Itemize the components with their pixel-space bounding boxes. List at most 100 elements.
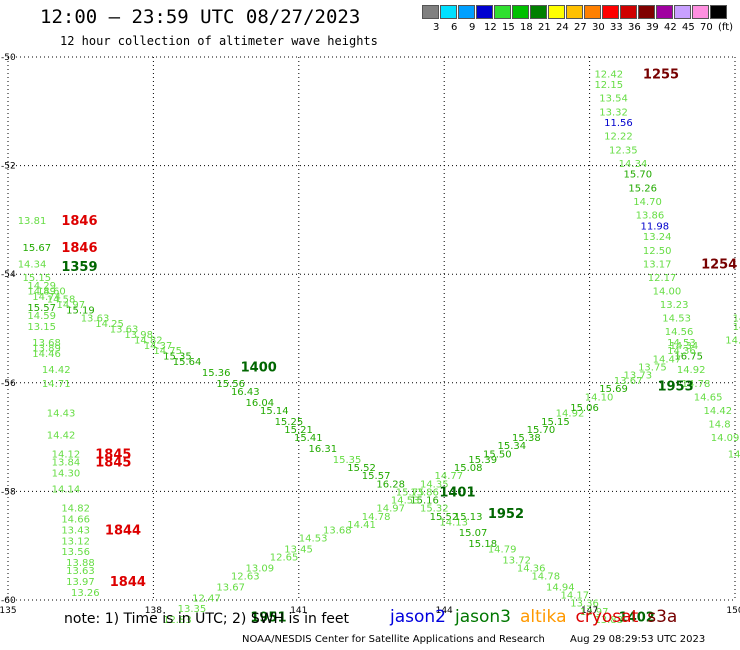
- legend-label: 6: [451, 22, 458, 33]
- wave-height-value: 14.65: [694, 392, 723, 403]
- wave-height-value: 13.35: [178, 604, 207, 615]
- wave-height-value: 13.97: [66, 577, 95, 588]
- lat-tick-label: -52: [1, 162, 16, 172]
- wave-height-value: 14.14: [52, 485, 81, 496]
- wave-height-value: 14.74: [32, 292, 61, 303]
- legend-label: 33: [610, 22, 623, 33]
- wave-height-value: 14.53: [667, 338, 696, 349]
- legend-swatch: [692, 5, 709, 19]
- lon-tick-label: 144: [436, 606, 453, 616]
- wave-height-value: 15.39: [468, 455, 497, 466]
- page-title: 12:00 – 23:59 UTC 08/27/2023: [40, 6, 361, 28]
- map-grid: [7, 56, 736, 601]
- wave-height-value: 15.14: [260, 406, 289, 417]
- legend-label: 24: [556, 22, 569, 33]
- legend-swatch: [584, 5, 601, 19]
- wave-height-value: 14.97: [376, 504, 405, 515]
- pass-time-label: 1845: [95, 447, 131, 462]
- wave-height-value: 14.53: [662, 314, 691, 325]
- legend-swatch: [494, 5, 511, 19]
- lat-tick-label: -60: [1, 596, 16, 606]
- wave-height-value: 12.83: [163, 615, 192, 626]
- wave-height-value: 14.58: [47, 295, 76, 306]
- pass-time-label: 1844: [110, 575, 146, 590]
- wave-height-value: 14.34: [670, 341, 699, 352]
- wave-height-value: 14.37: [144, 341, 173, 352]
- wave-height-value: 12.97: [580, 607, 609, 618]
- wave-height-value: 15.35: [333, 455, 362, 466]
- wave-height-value: 15.35: [163, 352, 192, 363]
- legend-label: 21: [538, 22, 551, 33]
- wave-height-value: 14.77: [435, 471, 464, 482]
- footer: NOAA/NESDIS Center for Satellite Applica…: [242, 634, 727, 645]
- wave-height-value: 14.92: [556, 409, 585, 420]
- wave-height-value: 15.70: [624, 170, 653, 181]
- wave-height-value: 15.07: [459, 528, 488, 539]
- wave-height-value: 14.60: [37, 286, 66, 297]
- wave-height-value: 14.35: [420, 479, 449, 490]
- legend-label: 45: [682, 22, 695, 33]
- wave-height-value: 14.78: [682, 379, 711, 390]
- wave-height-value: 12.47: [192, 593, 221, 604]
- lat-tick-label: -54: [1, 270, 16, 280]
- pass-time-label: 1953: [657, 380, 693, 395]
- wave-height-value: 14.30: [52, 468, 81, 479]
- wave-height-value: 12.50: [643, 246, 672, 257]
- wave-height-value: 14.12: [52, 449, 81, 460]
- wave-height-value: 13.24: [643, 232, 672, 243]
- legend-swatch: [566, 5, 583, 19]
- wave-height-value: 15.41: [294, 433, 323, 444]
- wave-height-value: 15.70: [527, 425, 556, 436]
- wave-height-value: 13.56: [61, 547, 90, 558]
- wave-height-value: 15.69: [599, 384, 628, 395]
- wave-height-value: 13.84: [52, 458, 81, 469]
- wave-height-value: 13.45: [284, 544, 313, 555]
- wave-height-value: 13.88: [66, 558, 95, 569]
- wave-height-value: 14.34: [18, 259, 47, 270]
- pass-time-label: 1255: [643, 67, 679, 82]
- satellite-jason3: jason3: [455, 607, 511, 627]
- satellite-jason2: jason2: [390, 607, 446, 627]
- wave-height-value: 14.89: [27, 286, 56, 297]
- legend-swatch: [674, 5, 691, 19]
- wave-height-value: 13.67: [216, 582, 245, 593]
- wave-height-value: 15.64: [173, 357, 202, 368]
- wave-height-value: 15.15: [23, 273, 52, 284]
- legend-swatch: [440, 5, 457, 19]
- color-legend: 3 6 9 12 15 18 21 24 27 30 33 36 39 42 45 70 (ft): [422, 5, 733, 35]
- wave-height-value: 13.68: [323, 525, 352, 536]
- wave-height-value: 15.16: [410, 496, 439, 507]
- wave-height-value: 11.98: [640, 221, 669, 232]
- wave-height-value: 14.82: [61, 504, 90, 515]
- wave-height-value: 13.86: [410, 487, 439, 498]
- wave-height-value: 14.13: [439, 517, 468, 528]
- wave-height-value: 13.98: [124, 330, 153, 341]
- wave-height-value: 13.81: [18, 216, 47, 227]
- pass-time-label: 1846: [61, 214, 97, 229]
- wave-height-value: 16.04: [245, 398, 274, 409]
- wave-height-value: 14.82: [134, 335, 163, 346]
- wave-height-value: 13.43: [61, 525, 90, 536]
- wave-height-value: 15.26: [628, 183, 657, 194]
- pass-time-label: 1254: [701, 257, 737, 272]
- wave-height-value: 16.31: [308, 444, 337, 455]
- lon-tick-label: 147: [581, 606, 598, 616]
- wave-height-value: 13.23: [660, 300, 689, 311]
- page-subtitle: 12 hour collection of altimeter wave hei…: [60, 34, 378, 48]
- legend-swatch: [476, 5, 493, 19]
- wave-height-value: 13.68: [32, 338, 61, 349]
- wave-height-value: 14.34: [619, 159, 648, 170]
- legend-unit: (ft): [718, 22, 734, 33]
- lon-tick-label: 135: [0, 606, 17, 616]
- wave-height-value: 12.63: [231, 572, 260, 583]
- pass-time-label: 1951: [250, 610, 286, 625]
- wave-height-value: 13.17: [643, 259, 672, 270]
- wave-height-value: 14.00: [733, 314, 740, 325]
- legend-label: 15: [502, 22, 515, 33]
- wave-height-value: 15.18: [468, 539, 497, 550]
- satellite-altika: altika: [520, 607, 567, 627]
- wave-height-value: 15.52: [347, 463, 376, 474]
- wave-height-value: 13.75: [638, 363, 667, 374]
